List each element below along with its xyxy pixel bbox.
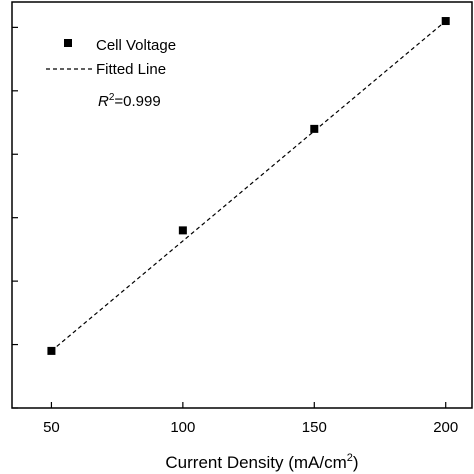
r-squared-annotation: R2=0.999 <box>98 92 161 110</box>
plot-frame-rect <box>11 1 473 409</box>
legend-label-cell-voltage: Cell Voltage <box>96 37 176 54</box>
legend-label-fitted-line: Fitted Line <box>96 61 166 78</box>
data-point-1 <box>178 226 187 235</box>
r-squared-suffix: =0.999 <box>114 93 160 110</box>
x-axis-tick-labels: 50 100 150 200 <box>43 419 458 436</box>
fitted-line <box>51 20 447 352</box>
x-tick-label-1: 100 <box>170 419 195 436</box>
data-points <box>47 17 450 355</box>
fitted-line-group <box>51 20 447 352</box>
plot-frame <box>11 1 473 409</box>
x-axis-title-sup: 2 <box>347 452 353 464</box>
x-tick-label-0: 50 <box>43 419 60 436</box>
x-tick-label-3: 200 <box>433 419 458 436</box>
data-point-0 <box>47 346 56 355</box>
legend: Cell Voltage Fitted Line <box>46 37 176 78</box>
data-point-3 <box>441 17 450 26</box>
x-axis-title: Current Density (mA/cm2) <box>165 452 358 472</box>
y-axis-ticks <box>12 26 18 409</box>
r-squared-sup: 2 <box>109 92 115 103</box>
data-point-2 <box>310 124 319 133</box>
x-axis-ticks <box>50 402 447 408</box>
x-tick-label-2: 150 <box>302 419 327 436</box>
x-axis-title-prefix: Current Density (mA/cm <box>165 453 346 472</box>
r-squared-prefix: R <box>98 93 109 110</box>
x-axis-title-suffix: ) <box>353 453 359 472</box>
legend-marker-cell-voltage <box>64 39 72 47</box>
